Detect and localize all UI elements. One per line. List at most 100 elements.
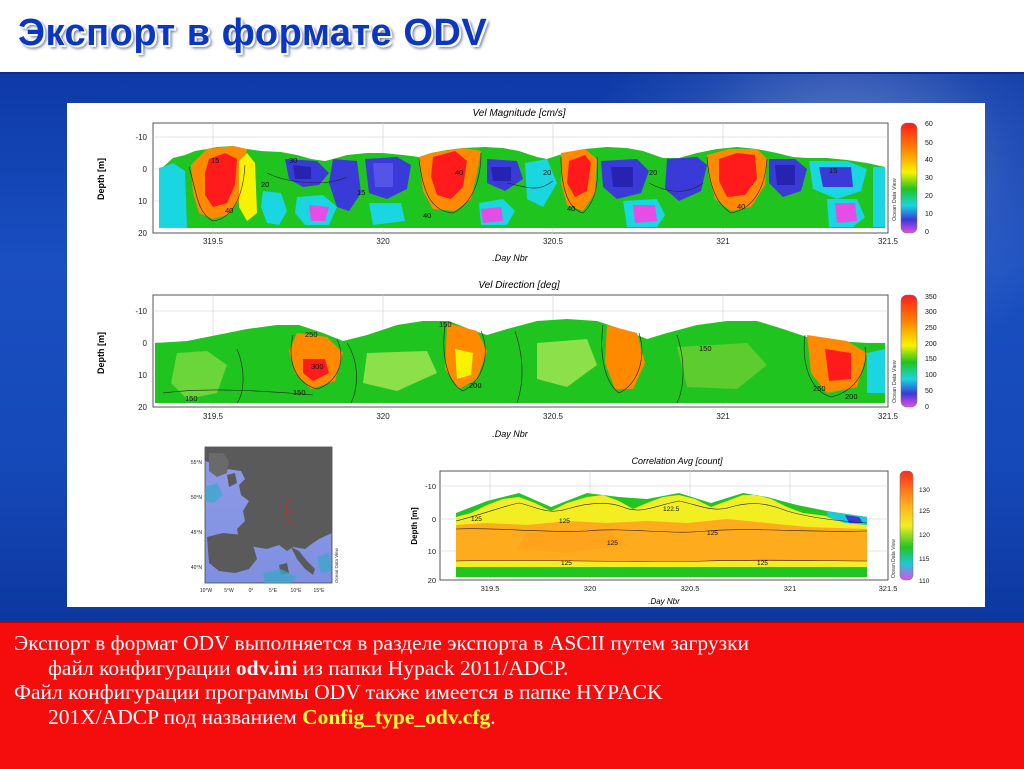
odv-watermark: Ocean Data View [892, 178, 898, 221]
svg-text:-10: -10 [425, 482, 436, 491]
plot-title: Vel Magnitude [cm/s] [472, 108, 565, 119]
highlighted-filename: Config_type_odv.cfg [302, 705, 491, 729]
europe-map: 55°N 50°N 45°N 40°N 10°W 5°W 0° 5°E 10°E… [191, 446, 339, 594]
svg-text:300: 300 [925, 309, 937, 316]
svg-text:321: 321 [716, 237, 730, 246]
svg-text:110: 110 [919, 578, 930, 585]
svg-text:20: 20 [925, 193, 933, 200]
title-divider [0, 72, 1024, 74]
svg-text:250: 250 [305, 330, 318, 339]
odv-watermark: Ocean Data View [334, 547, 339, 583]
svg-text:10: 10 [138, 371, 147, 380]
svg-text:60: 60 [925, 121, 933, 128]
plot-title: Correlation Avg [count] [631, 456, 723, 466]
svg-text:125: 125 [707, 530, 718, 537]
svg-text:0: 0 [143, 165, 148, 174]
svg-text:320.5: 320.5 [681, 584, 700, 593]
svg-text:150: 150 [439, 320, 452, 329]
svg-text:120: 120 [919, 532, 930, 539]
svg-text:50: 50 [925, 388, 933, 395]
plot-frame [152, 294, 889, 408]
svg-text:15°E: 15°E [314, 588, 326, 594]
y-axis-label: Depth [m] [96, 158, 106, 200]
svg-text:45°N: 45°N [191, 530, 203, 536]
svg-text:50°N: 50°N [191, 495, 203, 501]
correlation-field [456, 493, 867, 577]
svg-text:20: 20 [428, 576, 436, 585]
vel-magnitude-plot: Vel Magnitude [cm/s] [96, 108, 933, 263]
plot-frame [152, 122, 889, 234]
direction-contours [162, 324, 867, 404]
figure-area: Vel Magnitude [cm/s] [0, 74, 1024, 622]
svg-text:321: 321 [784, 584, 797, 593]
magnitude-field [159, 146, 885, 228]
svg-text:200: 200 [469, 381, 482, 390]
svg-text:10°E: 10°E [291, 588, 303, 594]
odv-watermark: Ocean Data View [891, 539, 897, 578]
svg-text:321.5: 321.5 [878, 237, 899, 246]
y-axis-label: Depth [m] [96, 332, 106, 374]
svg-text:0°: 0° [249, 588, 254, 594]
svg-text:10: 10 [925, 211, 933, 218]
slide-title: Экспорт в формате ODV [18, 12, 488, 54]
svg-text:200: 200 [845, 392, 858, 401]
svg-text:20: 20 [138, 229, 147, 238]
svg-text:150: 150 [293, 388, 306, 397]
svg-text:125: 125 [559, 518, 570, 525]
direction-contour-labels: 250 300 150 150 150 200 150 250 200 [185, 320, 858, 403]
map-lat-labels: 55°N 50°N 45°N 40°N [191, 460, 203, 571]
map-lon-labels: 10°W 5°W 0° 5°E 10°E 15°E [200, 588, 325, 594]
svg-text:200: 200 [925, 341, 937, 348]
svg-text:320.5: 320.5 [543, 412, 564, 421]
vel-direction-plot: Vel Direction [deg] [96, 280, 937, 439]
correlation-contours [455, 500, 868, 562]
svg-text:115: 115 [919, 556, 930, 563]
magnitude-contours [188, 152, 768, 222]
svg-text:125: 125 [561, 560, 572, 567]
svg-text:20: 20 [261, 180, 269, 189]
colorbar-labels: 350 300 250 200 150 100 50 0 [925, 294, 937, 411]
svg-text:319.5: 319.5 [203, 237, 224, 246]
x-axis-ticks: 319.5 320 320.5 321 321.5 [203, 237, 899, 246]
svg-text:0: 0 [925, 404, 929, 411]
svg-text:125: 125 [919, 508, 930, 515]
correlation-plot: Correlation Avg [count] [410, 456, 930, 606]
map-bathymetry [205, 483, 332, 583]
svg-text:15: 15 [829, 166, 837, 175]
svg-text:40: 40 [925, 157, 933, 164]
svg-text:130: 130 [919, 487, 930, 494]
svg-text:50: 50 [925, 140, 933, 147]
svg-text:319.5: 319.5 [203, 412, 224, 421]
odv-watermark: Ocean Data View [892, 360, 898, 403]
svg-text:40: 40 [737, 202, 745, 211]
text-segment: . [490, 705, 496, 729]
paragraph-config: Файл конфигурации программы ODV также им… [14, 680, 663, 730]
svg-text:150: 150 [185, 394, 198, 403]
svg-text:0: 0 [432, 515, 436, 524]
svg-text:30: 30 [289, 156, 297, 165]
x-axis-label: .Day Nbr [648, 597, 680, 606]
x-axis-ticks: 319.5 320 320.5 321 321.5 [203, 412, 899, 421]
map-track [285, 498, 292, 524]
svg-text:350: 350 [925, 294, 937, 301]
map-land [205, 447, 332, 575]
text-segment: 201X/ADCP под названием [48, 705, 303, 729]
svg-text:250: 250 [813, 384, 826, 393]
svg-text:320: 320 [376, 237, 390, 246]
svg-text:319.5: 319.5 [481, 584, 500, 593]
colorbar [900, 294, 918, 408]
svg-text:125: 125 [471, 516, 482, 523]
svg-text:122.5: 122.5 [663, 506, 680, 513]
colorbar [899, 470, 914, 581]
svg-text:5°E: 5°E [269, 588, 278, 594]
magnitude-contour-labels: 15 20 40 30 15 40 20 40 40 20 40 15 [211, 156, 837, 220]
svg-text:321.5: 321.5 [879, 584, 898, 593]
svg-text:320: 320 [376, 412, 390, 421]
config-filename: odv.ini [235, 656, 298, 680]
plot-title: Vel Direction [deg] [478, 280, 560, 291]
paragraph-line: Экспорт в формат ODV выполняется в разде… [14, 631, 750, 655]
svg-text:20: 20 [649, 168, 657, 177]
svg-text:321: 321 [716, 412, 730, 421]
y-axis-ticks: -10 0 10 20 [135, 133, 147, 238]
odv-figure: Vel Magnitude [cm/s] [96, 108, 937, 606]
